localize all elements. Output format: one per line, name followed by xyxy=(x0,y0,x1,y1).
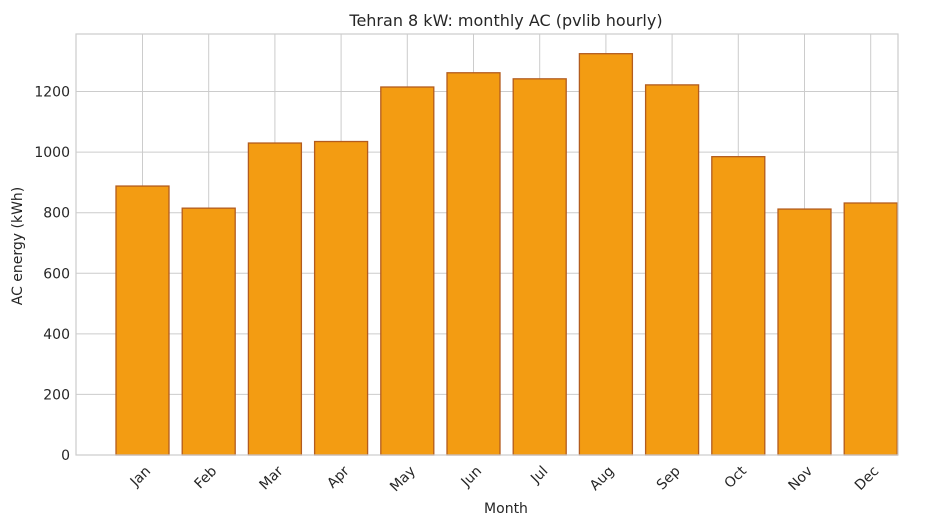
bar-jan xyxy=(115,185,170,456)
plot-area-frame xyxy=(75,33,899,456)
bar-jul xyxy=(512,78,567,456)
y-tick-label: 400 xyxy=(43,327,70,343)
y-axis-label: AC energy (kWh) xyxy=(10,187,26,306)
bar-feb xyxy=(181,207,236,456)
bar-mar xyxy=(247,142,303,456)
bar-oct xyxy=(711,156,766,456)
x-axis-label: Month xyxy=(484,501,528,517)
bars xyxy=(115,53,898,456)
y-tick-label: 200 xyxy=(43,387,70,403)
bar-dec xyxy=(843,202,898,456)
y-tick-label: 600 xyxy=(43,266,70,282)
bar-jun xyxy=(446,72,501,456)
bar-may xyxy=(380,86,435,456)
bar-nov xyxy=(777,208,832,456)
chart-title: Tehran 8 kW: monthly AC (pvlib hourly) xyxy=(348,11,662,30)
bar-apr xyxy=(313,140,369,456)
bar-aug xyxy=(578,53,634,456)
y-tick-label: 1200 xyxy=(34,85,70,101)
y-tick-label: 1000 xyxy=(34,145,70,161)
bar-sep xyxy=(644,84,700,456)
y-tick-label: 800 xyxy=(43,206,70,222)
y-tick-labels: 0 200 400 600 800 1000 1200 xyxy=(34,85,70,464)
y-tick-label: 0 xyxy=(61,448,70,464)
